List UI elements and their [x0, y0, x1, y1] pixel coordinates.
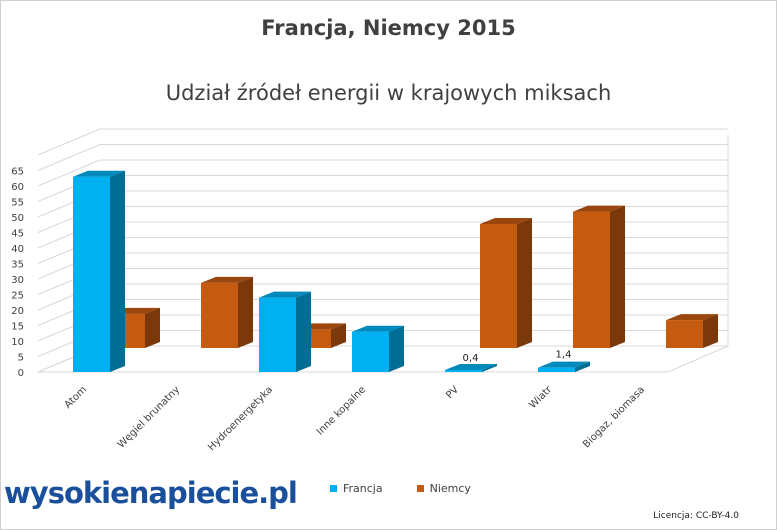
bar-francja-top [445, 364, 497, 370]
y-tick-label: 10 [11, 337, 24, 348]
gridline-side [37, 128, 101, 156]
bar-francja-side [110, 170, 125, 372]
license-text: Licencja: CC-BY-4.0 [653, 511, 739, 521]
bar-niemcy-top [573, 205, 625, 212]
bar-francja-side [482, 364, 497, 372]
legend-swatch-niemcy [416, 485, 424, 492]
category-label: Atom [63, 384, 89, 410]
bar-francja [73, 176, 110, 372]
legend-label-francja: Francja [343, 482, 383, 495]
chart-subtitle: Udział źródeł energii w krajowych miksac… [165, 81, 612, 105]
y-tick-label: 5 [18, 353, 24, 364]
category-label: PV [444, 384, 461, 401]
y-tick-label: 35 [11, 260, 24, 271]
gridline-side [37, 159, 101, 187]
bar-francja-side [389, 325, 404, 372]
category-label: Biogaz, biomasa [581, 384, 647, 450]
legend: Francja Niemcy [330, 482, 471, 495]
y-tick-label: 40 [11, 244, 24, 255]
category-label: Hydroenergetyka [206, 384, 275, 453]
data-label: 1,4 [556, 350, 572, 361]
bar-francja [445, 370, 482, 372]
y-tick-label: 55 [11, 198, 24, 209]
data-label: 0,4 [463, 353, 479, 364]
y-tick-label: 15 [11, 322, 24, 333]
y-tick-label: 30 [11, 275, 24, 286]
bar-francja-top [73, 170, 125, 177]
y-tick-label: 45 [11, 229, 24, 240]
chart-title: Francja, Niemcy 2015 [261, 16, 516, 40]
legend-swatch-francja [330, 485, 337, 492]
bar-francja [352, 331, 389, 372]
y-tick-label: 65 [11, 167, 24, 178]
bar-francja-top [352, 325, 404, 332]
bar-francja-top [259, 291, 311, 298]
bar-francja [538, 367, 575, 372]
bar-niemcy-side [517, 218, 532, 348]
bar-niemcy-side [145, 307, 160, 348]
logo: wysokienapiecie.pl [4, 476, 298, 510]
bar-niemcy [480, 224, 517, 348]
y-tick-label: 0 [18, 368, 24, 379]
legend-item-francja: Francja [330, 482, 383, 495]
bar-niemcy-top [480, 218, 532, 224]
y-tick-label: 60 [11, 182, 24, 193]
bar-francja [259, 297, 296, 372]
bar-niemcy-side [331, 323, 346, 348]
legend-label-niemcy: Niemcy [429, 482, 471, 495]
y-tick-label: 25 [11, 291, 24, 302]
bar-niemcy-side [610, 205, 625, 348]
category-label: Inne kopalne [315, 384, 368, 437]
y-tick-label: 20 [11, 306, 24, 317]
bar-niemcy-side [238, 276, 253, 348]
bar-francja-side [296, 291, 311, 372]
bar-niemcy-side [703, 314, 718, 348]
category-label: Wiatr [528, 384, 555, 411]
gridline-side [37, 144, 101, 171]
legend-item-niemcy: Niemcy [416, 482, 471, 495]
category-label: Węgiel brunatny [116, 384, 182, 450]
bar-francja-top [538, 361, 590, 368]
y-tick-label: 50 [11, 213, 24, 224]
bar-niemcy-top [666, 314, 718, 321]
bar-niemcy [666, 320, 703, 348]
bar-niemcy [201, 282, 238, 348]
bar-niemcy-top [201, 276, 253, 283]
bar-niemcy [573, 211, 610, 348]
bar-francja-side [575, 361, 590, 372]
